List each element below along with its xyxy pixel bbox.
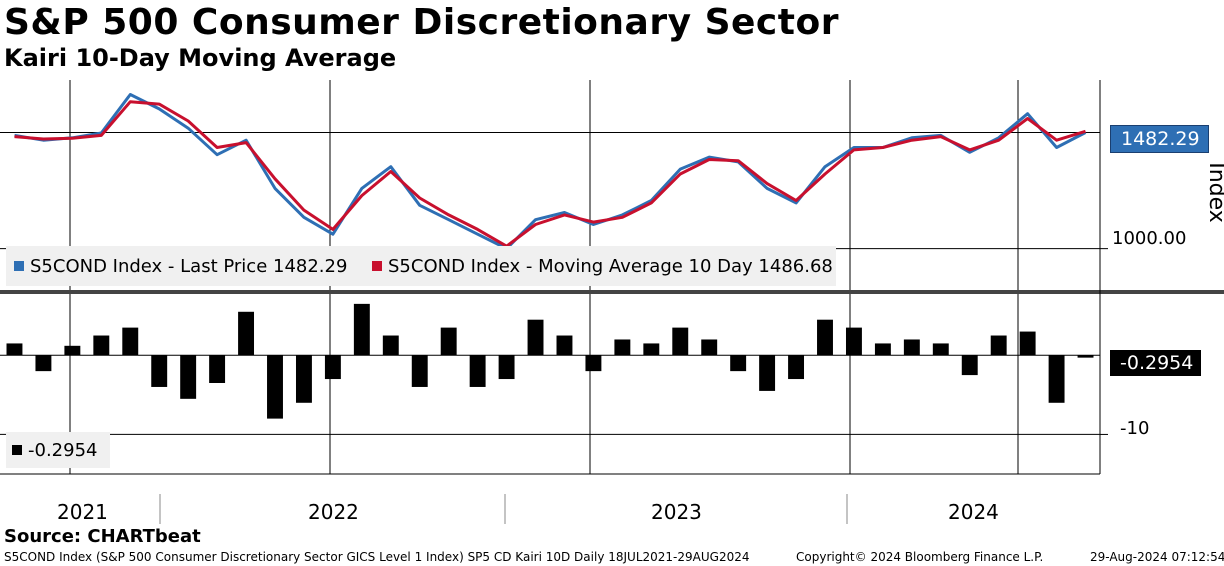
year-label-2022: 2022	[308, 500, 359, 524]
kairi-bar	[469, 355, 486, 387]
kairi-bar	[614, 339, 631, 356]
moving-average-line	[14, 100, 1086, 248]
kairi-bar	[556, 335, 573, 356]
kairi-bar	[209, 355, 226, 383]
kairi-bar	[64, 345, 81, 356]
legend-swatch-price	[14, 261, 24, 271]
year-label-2021: 2021	[57, 500, 108, 524]
kairi-bar	[35, 355, 52, 372]
kairi-bar	[353, 303, 370, 356]
kairi-bar	[1019, 331, 1036, 356]
kairi-bar	[122, 327, 139, 356]
source-label: Source: CHARTbeat	[4, 526, 201, 547]
kairi-bar	[440, 327, 457, 356]
kairi-bar	[903, 339, 920, 356]
y-axis-title: Index	[1203, 162, 1224, 223]
footer-copyright: Copyright© 2024 Bloomberg Finance L.P.	[796, 550, 1044, 564]
legend-kairi-text: -0.2954	[28, 440, 98, 461]
legend-moving-average-text: S5COND Index - Moving Average 10 Day 148…	[388, 256, 833, 277]
footer-timestamp: 29-Aug-2024 07:12:54	[1090, 550, 1224, 564]
chart-title: S&P 500 Consumer Discretionary Sector	[4, 2, 839, 43]
kairi-bar	[759, 355, 776, 391]
kairi-last-tag: -0.2954	[1110, 350, 1202, 376]
legend-moving-average: S5COND Index - Moving Average 10 Day 148…	[372, 256, 833, 277]
kairi-bar	[874, 343, 891, 356]
kairi-bar	[411, 355, 428, 387]
kairi-bar	[643, 343, 660, 356]
kairi-bar	[932, 343, 949, 356]
kairi-bar	[961, 355, 978, 376]
panel-divider	[0, 290, 1224, 294]
kairi-bar	[527, 319, 544, 356]
kairi-bar	[990, 335, 1007, 356]
kairi-bar	[6, 343, 23, 356]
y-tick-1000: 1000.00	[1112, 228, 1187, 249]
kairi-bar	[585, 355, 602, 372]
footer-description: S5COND Index (S&P 500 Consumer Discretio…	[4, 550, 750, 564]
kairi-bar	[730, 355, 747, 372]
kairi-bar	[295, 355, 312, 403]
price-legend: S5COND Index - Last Price 1482.29 S5COND…	[6, 246, 836, 286]
kairi-bar	[1077, 355, 1094, 358]
kairi-bar	[93, 335, 110, 356]
kairi-bar	[267, 355, 283, 419]
legend-last-price-text: S5COND Index - Last Price 1482.29	[30, 256, 348, 277]
chart-subtitle: Kairi 10-Day Moving Average	[4, 44, 397, 72]
kairi-bar	[324, 355, 341, 380]
kairi-bar	[845, 327, 862, 356]
kairi-bar	[701, 339, 718, 356]
last-price-tag: 1482.29	[1110, 125, 1209, 153]
year-label-2024: 2024	[948, 500, 999, 524]
year-label-2023: 2023	[651, 500, 702, 524]
kairi-bar	[788, 355, 805, 380]
y-tick-minus10: -10	[1120, 418, 1150, 439]
kairi-bar	[1048, 355, 1065, 403]
kairi-bar	[498, 355, 515, 380]
last-price-line	[14, 93, 1087, 251]
legend-swatch-ma	[372, 261, 382, 271]
kairi-bar	[238, 311, 255, 356]
kairi-bar	[817, 319, 833, 356]
legend-kairi: -0.2954	[12, 440, 97, 461]
kairi-legend: -0.2954	[6, 432, 110, 468]
legend-last-price: S5COND Index - Last Price 1482.29	[14, 256, 347, 277]
kairi-bar	[180, 355, 197, 399]
legend-swatch-kairi	[12, 445, 22, 455]
kairi-bar	[382, 335, 399, 356]
kairi-bar	[672, 327, 689, 356]
kairi-bar	[151, 355, 168, 387]
